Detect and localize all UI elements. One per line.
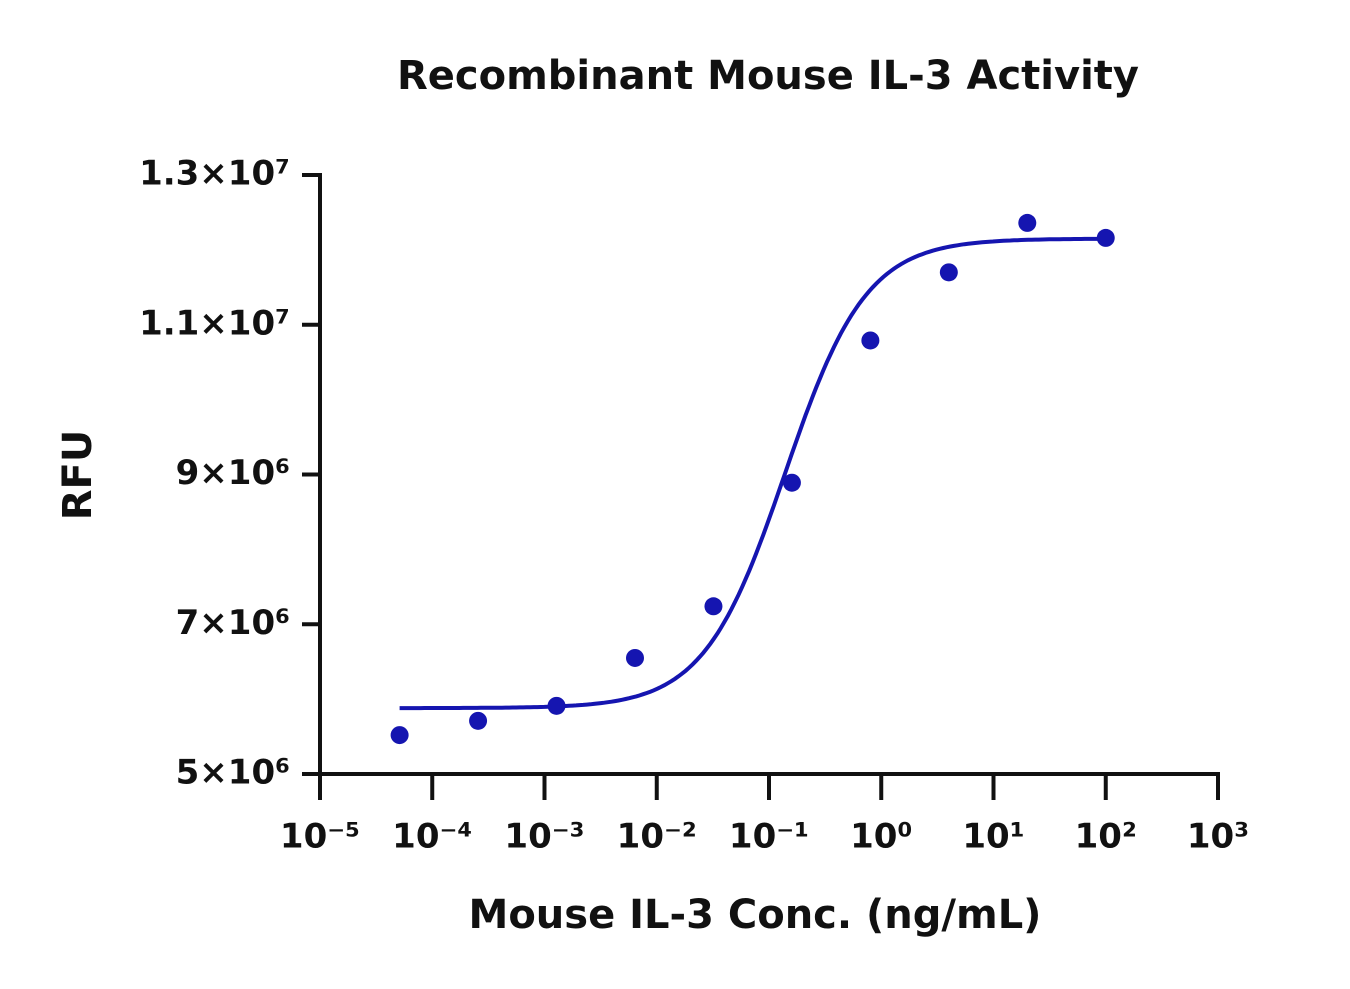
x-tick-label: 10⁻¹	[729, 817, 809, 857]
y-tick-label: 7×10⁶	[176, 603, 290, 643]
chart-title: Recombinant Mouse IL-3 Activity	[397, 53, 1139, 99]
x-tick-label: 10⁻²	[617, 817, 697, 857]
x-tick-label: 10⁰	[850, 817, 912, 857]
data-point	[1018, 213, 1037, 232]
y-tick-label: 1.3×10⁷	[139, 154, 290, 194]
y-tick-label: 9×10⁶	[176, 453, 290, 493]
x-tick-label: 10⁻³	[504, 817, 584, 857]
x-tick-label: 10⁻⁴	[392, 817, 472, 857]
data-point	[547, 696, 566, 715]
x-axis-label: Mouse IL-3 Conc. (ng/mL)	[469, 892, 1042, 938]
fit-curve	[399, 236, 1106, 711]
y-tick-label: 5×10⁶	[176, 753, 290, 793]
x-tick-label: 10³	[1187, 817, 1249, 857]
x-tick-label: 10⁻⁵	[280, 817, 360, 857]
data-point	[625, 648, 644, 667]
data-point	[782, 473, 801, 492]
data-point	[861, 331, 880, 350]
data-point	[1096, 228, 1115, 247]
x-tick-label: 10¹	[962, 817, 1024, 857]
y-axis-label: RFU	[55, 430, 101, 521]
y-tick-label: 1.1×10⁷	[139, 303, 290, 343]
data-point	[390, 726, 409, 745]
x-tick-label: 10²	[1075, 817, 1137, 857]
data-point	[939, 263, 958, 282]
data-point	[469, 711, 488, 730]
data-point	[704, 597, 723, 616]
